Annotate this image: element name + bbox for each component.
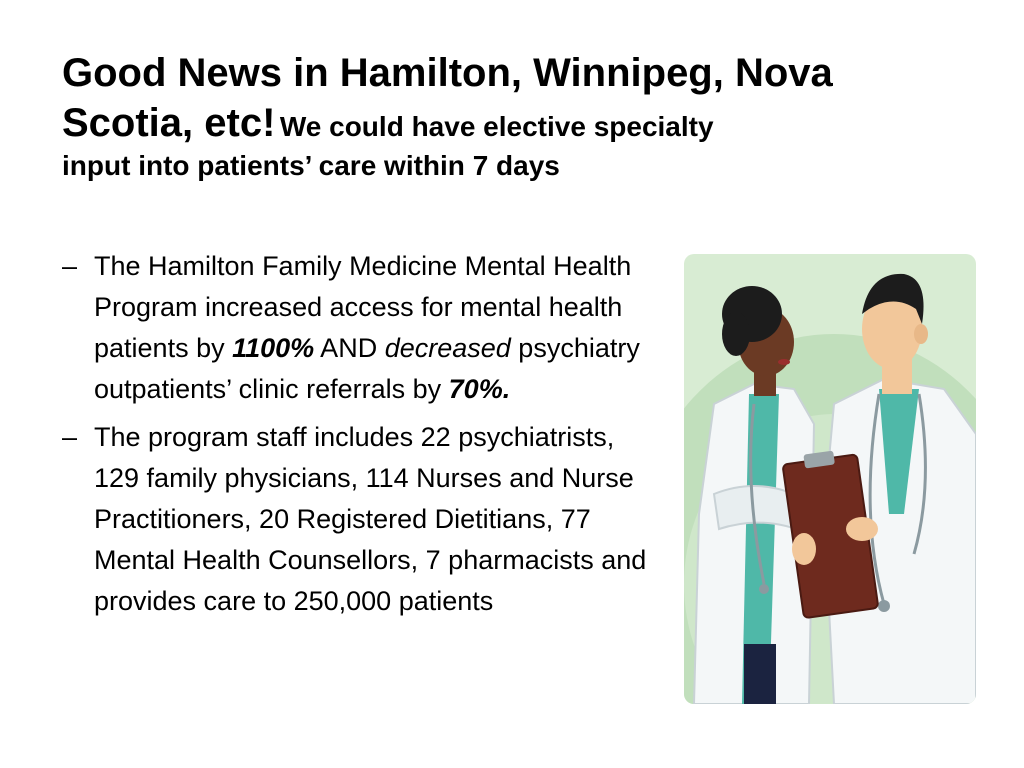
access-increase-value: 1100% <box>232 333 315 363</box>
doctors-clipart-image <box>684 254 976 704</box>
bullet-text: The Hamilton Family Medicine Mental Heal… <box>94 251 632 363</box>
bullet-list: – The Hamilton Family Medicine Mental He… <box>62 246 662 629</box>
bullet-text: The program staff includes 22 psychiatri… <box>94 422 647 616</box>
subtitle-part-2: input into patients’ care within 7 days <box>62 150 560 181</box>
title-line-1: Good News in Hamilton, Winnipeg, Nova <box>62 51 833 95</box>
bullet-text: psychiatry outpatients’ clinic referrals… <box>94 333 640 404</box>
bullet-item-staff: – The program staff includes 22 psychiat… <box>62 417 662 622</box>
doctors-with-clipboard-icon <box>684 254 976 704</box>
slide-title: Good News in Hamilton, Winnipeg, Nova Sc… <box>62 48 962 183</box>
bullet-item-access: – The Hamilton Family Medicine Mental He… <box>62 246 662 410</box>
title-line-2: Scotia, etc! <box>62 101 276 145</box>
subtitle-part-1: We could have elective specialty <box>279 111 714 142</box>
bullet-text: AND <box>314 333 385 363</box>
bullet-dash: – <box>62 251 78 281</box>
decreased-emphasis: decreased <box>384 333 511 363</box>
referral-decrease-value: 70%. <box>448 374 511 404</box>
bullet-dash: – <box>62 422 78 452</box>
